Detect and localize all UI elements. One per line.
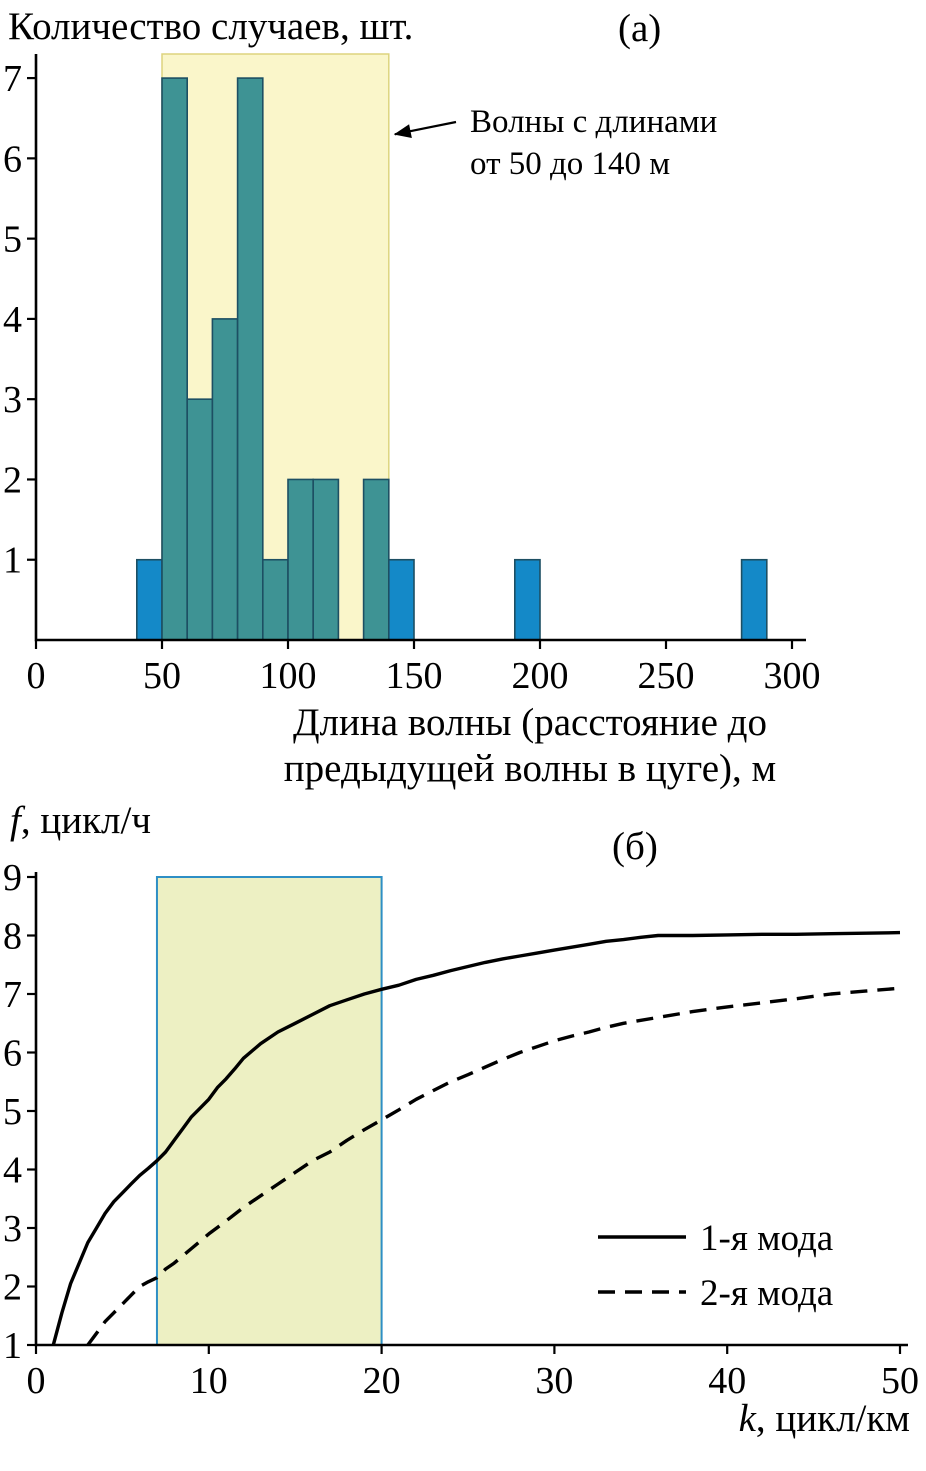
axes-a xyxy=(34,54,806,642)
y-tick-label: 4 xyxy=(3,1150,22,1192)
x-tick-label: 30 xyxy=(535,1360,573,1402)
panel-b-ylabel-rest: , цикл/ч xyxy=(20,799,151,842)
panel-a-label: (а) xyxy=(618,7,662,50)
y-tick-label: 8 xyxy=(3,916,22,958)
series-line-2 xyxy=(86,986,901,1347)
y-tick-label: 7 xyxy=(3,974,22,1016)
annotation-waves: Волны с длинами от 50 до 140 м xyxy=(393,104,717,182)
hist-bar-50 xyxy=(161,77,189,641)
y-tick-label: 4 xyxy=(3,299,22,341)
y-tick-label: 6 xyxy=(3,1033,22,1075)
x-tick-label: 10 xyxy=(190,1360,228,1402)
ticks-a: 1 2 3 4 5 6 7 0 50 100 150 200 250 300 xyxy=(3,58,821,697)
y-tick-label: 7 xyxy=(3,58,22,100)
panel-b-xlabel-rest: , цикл/км xyxy=(755,1397,910,1440)
y-tick-label: 6 xyxy=(3,138,22,180)
legend-label-2: 2-я мода xyxy=(700,1273,833,1314)
hist-bar-60 xyxy=(186,398,214,641)
hist-bar-190 xyxy=(513,558,541,641)
x-tick-label: 250 xyxy=(638,655,695,697)
hist-bar-110 xyxy=(312,478,340,641)
annotation-arrow xyxy=(393,120,457,138)
annotation-line2: от 50 до 140 м xyxy=(470,146,670,182)
y-tick-label: 3 xyxy=(3,379,22,421)
x-tick-label: 100 xyxy=(260,655,317,697)
panel-b-ylabel: f, цикл/ч xyxy=(10,799,151,843)
hist-bar-140 xyxy=(387,558,415,641)
legend: 1-я мода 2-я мода xyxy=(598,1218,833,1314)
panel-a-xlabel-line2: предыдущей волны в цуге), м xyxy=(283,747,777,791)
panel-a-title: Количество случаев, шт. xyxy=(8,5,414,48)
y-tick-label: 9 xyxy=(3,862,22,899)
y-tick-label: 5 xyxy=(3,219,22,261)
x-tick-label: 20 xyxy=(363,1360,401,1402)
hist-bar-80 xyxy=(236,77,264,641)
histogram-chart: 1 2 3 4 5 6 7 0 50 100 150 200 250 300 Волны с длинами… xyxy=(3,53,821,697)
x-tick-label: 50 xyxy=(881,1360,919,1402)
panel-b-xlabel: k, цикл/км xyxy=(600,1397,910,1441)
x-tick-label: 0 xyxy=(27,1360,46,1402)
y-tick-label: 5 xyxy=(3,1091,22,1133)
hist-bar-130 xyxy=(362,478,390,641)
hist-bar-90 xyxy=(261,558,289,641)
y-tick-label: 1 xyxy=(3,540,22,582)
x-tick-label: 40 xyxy=(708,1360,746,1402)
legend-label-1: 1-я мода xyxy=(700,1218,833,1259)
x-tick-label: 300 xyxy=(764,655,821,697)
x-tick-label: 50 xyxy=(143,655,181,697)
hist-bar-100 xyxy=(287,478,315,641)
y-tick-label: 1 xyxy=(3,1325,22,1367)
ticks-b: 1 2 3 4 5 6 7 8 9 0 10 20 30 40 50 xyxy=(3,862,919,1402)
annotation-line1: Волны с длинами xyxy=(470,104,717,140)
panel-b-xlabel-var: k xyxy=(738,1397,756,1440)
y-tick-label: 3 xyxy=(3,1208,22,1250)
x-tick-label: 150 xyxy=(386,655,443,697)
series-line-1 xyxy=(51,930,901,1346)
x-tick-label: 200 xyxy=(512,655,569,697)
panel-b-label: (б) xyxy=(612,825,658,868)
y-tick-label: 2 xyxy=(3,459,22,501)
panel-b-ylabel-var: f xyxy=(10,799,21,842)
hist-bar-280 xyxy=(740,558,768,641)
hist-bar-40 xyxy=(136,558,163,641)
panel-a-xlabel: Длина волны (расстояние до предыдущей во… xyxy=(100,700,926,792)
highlight-region-7-20 xyxy=(155,876,383,1346)
line-chart: 1 2 3 4 5 6 7 8 9 0 10 20 30 40 50 1-я мода 2-я мода xyxy=(3,862,919,1402)
x-tick-label: 0 xyxy=(27,655,46,697)
panel-a-xlabel-line1: Длина волны (расстояние до xyxy=(292,701,768,744)
y-tick-label: 2 xyxy=(3,1267,22,1309)
hist-bar-70 xyxy=(211,318,239,641)
